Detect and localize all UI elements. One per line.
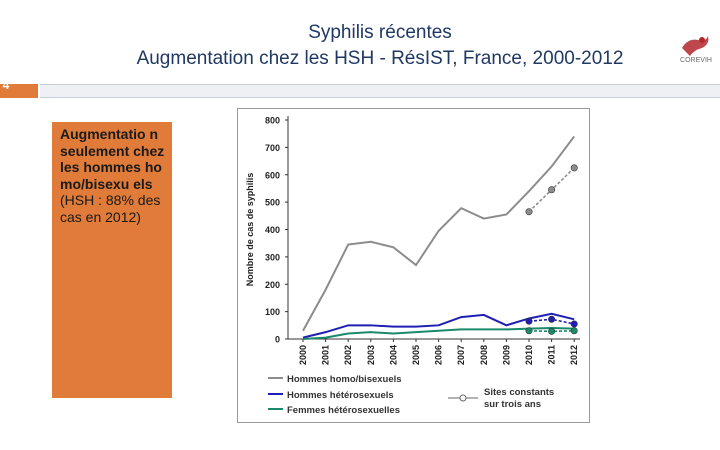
y-axis-label: Nombre de cas de syphilis (245, 173, 255, 287)
header-rule (40, 84, 720, 98)
legend-label: Hommes hétérosexuels (287, 390, 394, 401)
x-tick-label: 2000 (298, 345, 308, 365)
constant-sites-point (548, 186, 556, 194)
constant-sites-point (525, 317, 533, 325)
y-tick-label: 300 (265, 252, 280, 262)
x-tick-label: 2010 (524, 345, 534, 365)
series-line-0 (302, 135, 575, 332)
x-tick-label: 2008 (479, 345, 489, 365)
y-tick-label: 0 (275, 335, 280, 345)
y-tick-label: 400 (265, 225, 280, 235)
summary-normal-text: (HSH : 88% des cas en 2012) (60, 192, 161, 225)
slide-title: Syphilis récentes Augmentation chez les … (40, 20, 720, 72)
constant-sites-point (570, 320, 578, 328)
constant-sites-point (525, 208, 533, 216)
logo-text: COREVIH (680, 57, 712, 64)
x-tick-label: 2002 (343, 345, 353, 365)
y-tick-label: 200 (265, 280, 280, 290)
constant-sites-point (570, 164, 578, 172)
x-tick-label: 2005 (411, 345, 421, 365)
y-tick-label: 500 (265, 198, 280, 208)
x-tick-label: 2004 (388, 345, 398, 365)
legend-sites-label-2: sur trois ans (484, 399, 541, 410)
x-tick-label: 2003 (366, 345, 376, 365)
title-line-1: Syphilis récentes (308, 22, 452, 43)
constant-sites-point (548, 327, 556, 335)
y-tick-label: 800 (265, 116, 280, 126)
constant-sites-point (525, 327, 533, 335)
x-tick-label: 2006 (434, 345, 444, 365)
title-line-2: Augmentation chez les HSH - RésIST, Fran… (136, 48, 624, 69)
constant-sites-point (570, 327, 578, 335)
x-tick-label: 2011 (547, 345, 557, 365)
x-tick-label: 2001 (321, 345, 331, 365)
y-tick-label: 700 (265, 143, 280, 153)
legend-sites-label-1: Sites constants (484, 387, 554, 398)
legend-sites-swatch-point (459, 394, 467, 402)
legend-label: Femmes hétérosexuelles (287, 405, 400, 416)
accent-tab (0, 84, 38, 98)
legend-label: Hommes homo/bisexuels (287, 374, 402, 385)
y-tick-label: 600 (265, 170, 280, 180)
corevih-logo-icon: COREVIH (680, 36, 712, 64)
series-line-2 (302, 327, 575, 340)
page-number: 4 (2, 78, 10, 92)
x-tick-label: 2007 (456, 345, 466, 365)
summary-textbox: Augmentatio n seulement chez les hommes … (52, 122, 172, 398)
chart-frame (237, 108, 590, 423)
x-tick-label: 2012 (569, 345, 579, 365)
constant-sites-point (548, 315, 556, 323)
x-tick-label: 2009 (501, 345, 511, 365)
summary-bold-text: Augmentatio n seulement chez les hommes … (60, 126, 165, 192)
y-tick-label: 100 (265, 307, 280, 317)
